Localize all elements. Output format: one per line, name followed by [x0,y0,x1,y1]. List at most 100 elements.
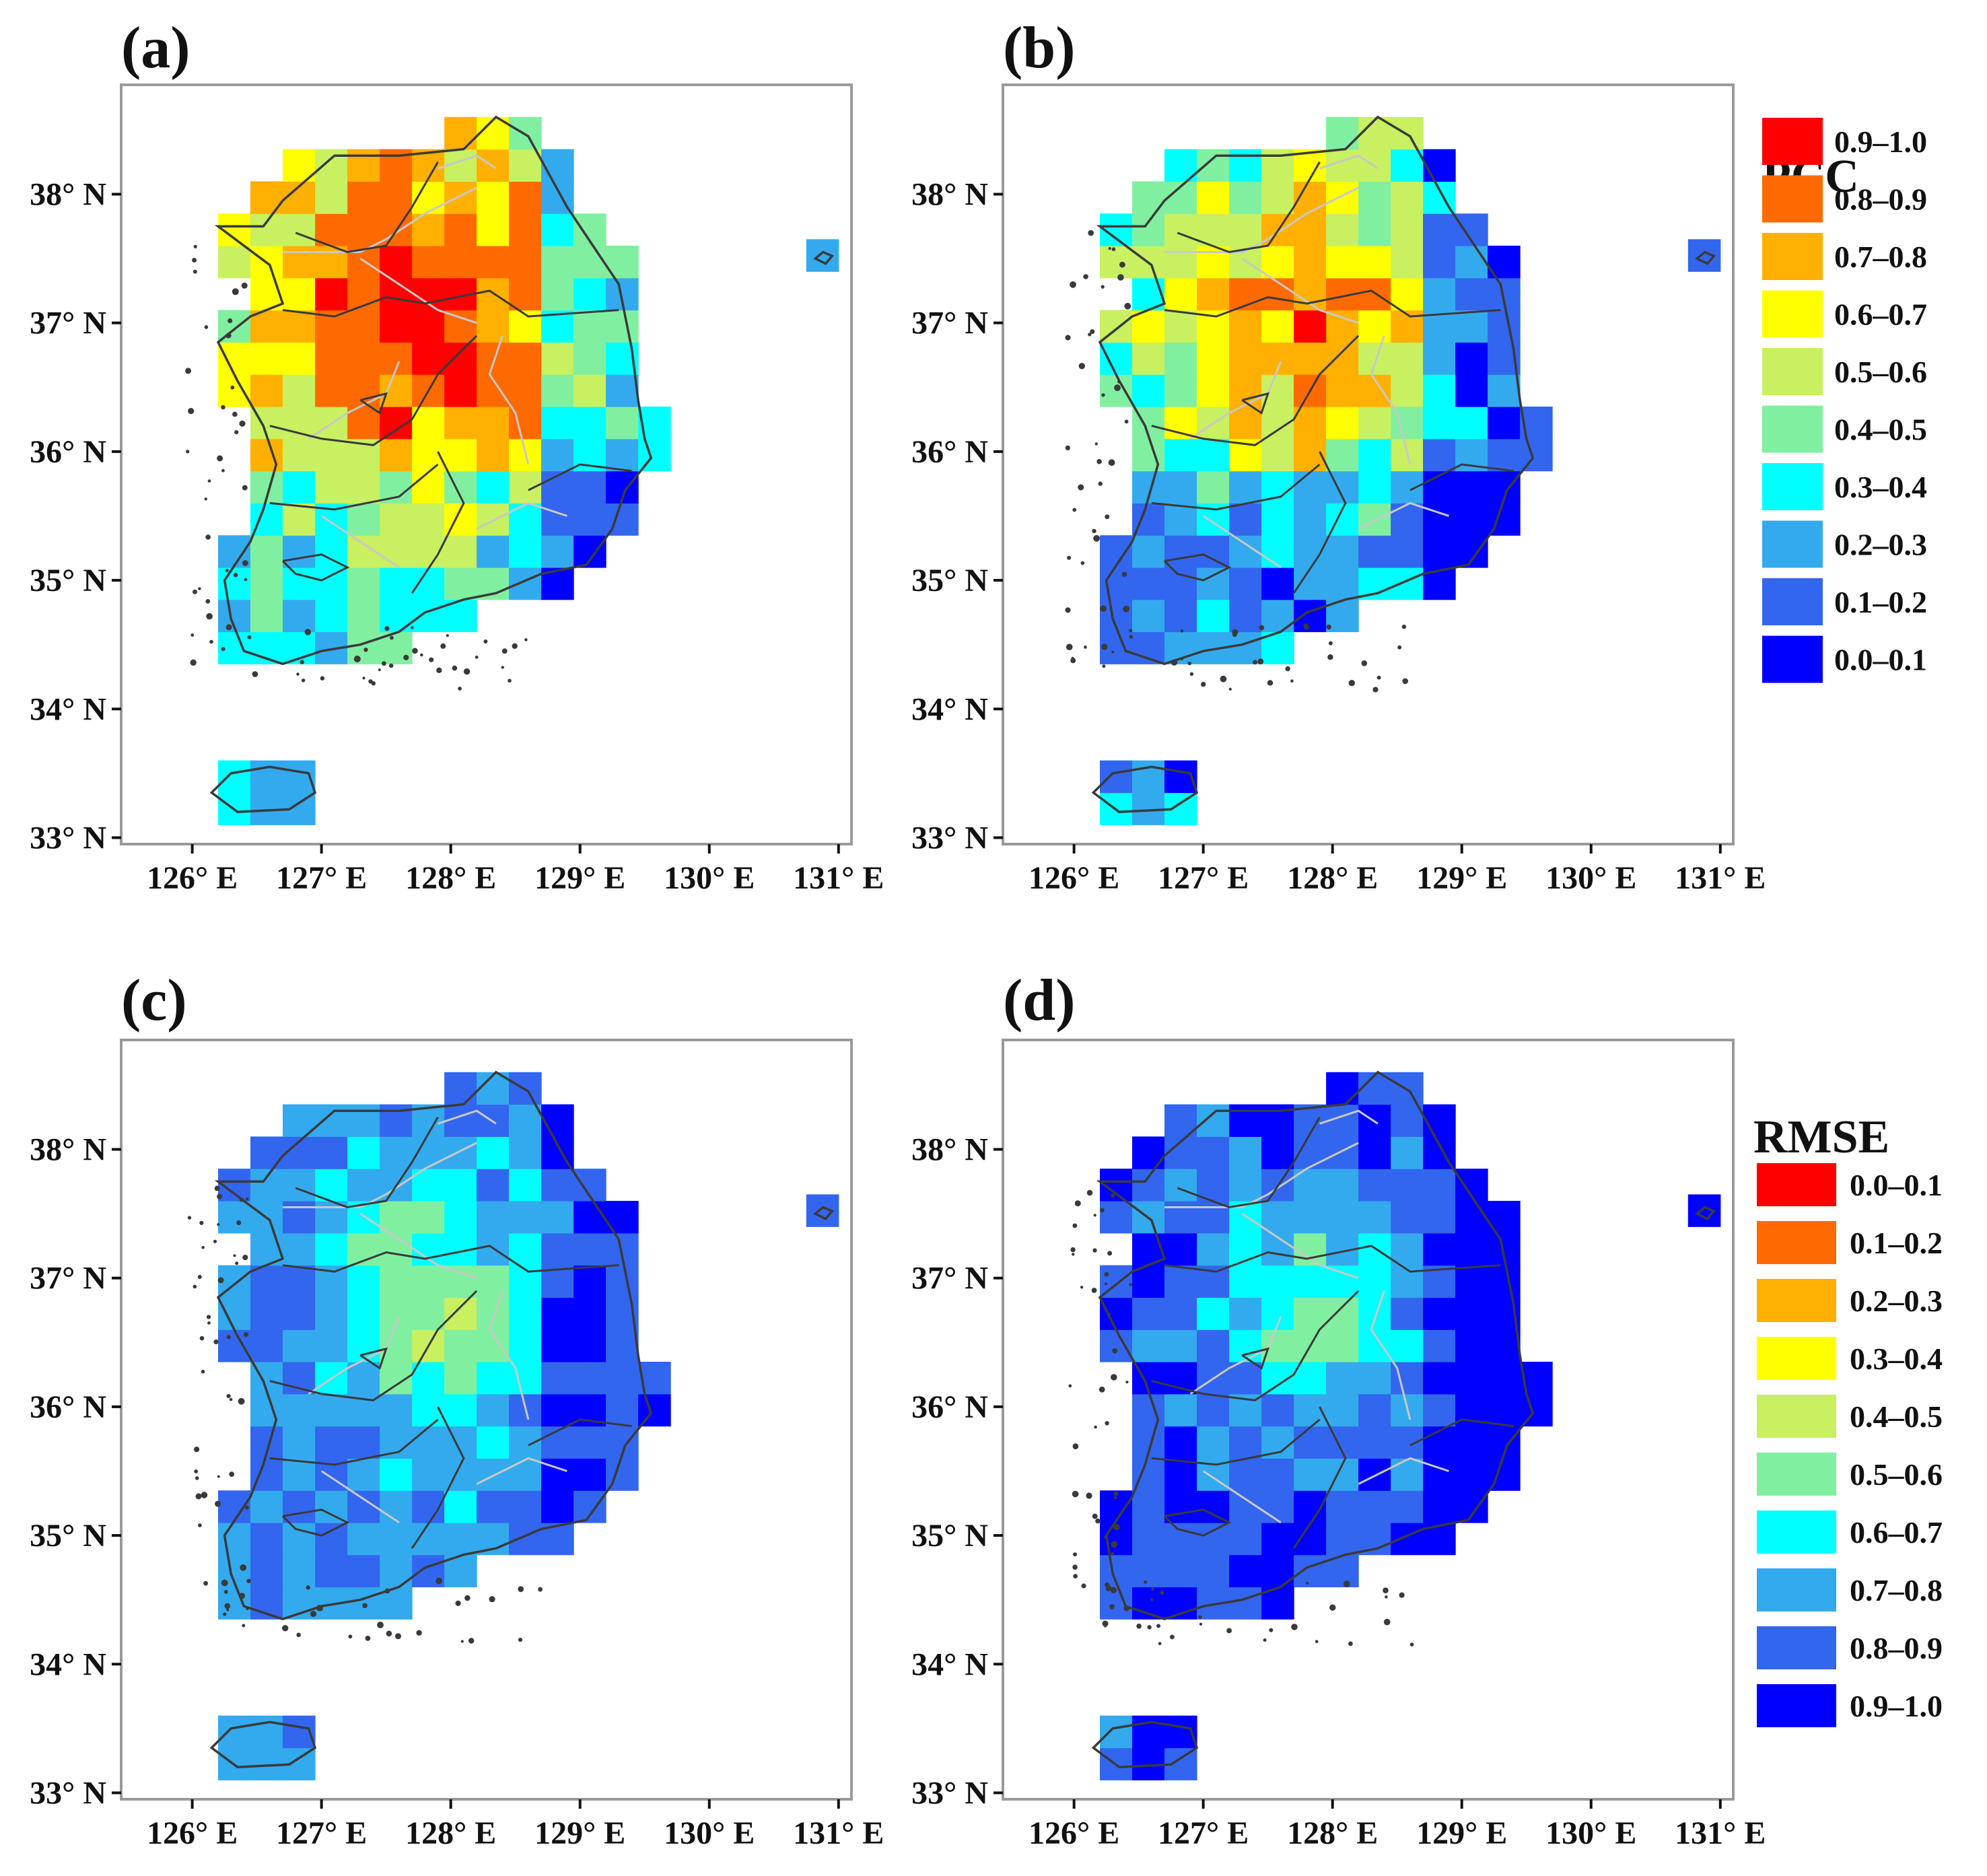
island-dot [193,269,197,274]
province-boundary [359,392,388,415]
grid-cell [412,1201,445,1234]
island-dot [1074,1200,1081,1207]
island-dot [1111,247,1116,252]
grid-cell [1100,567,1133,600]
jeju-coastline [1091,1721,1199,1768]
island-dot [187,1216,192,1220]
grid-cell [283,246,316,279]
grid-cell [1358,1136,1391,1169]
grid-cell [380,1329,413,1362]
grid-cell [315,374,348,407]
grid-cell [1358,471,1391,503]
grid-cell [1358,310,1391,343]
island-dot [241,282,248,289]
grid-cell [1326,535,1359,568]
grid-cell [250,567,283,600]
island-dot [362,676,365,680]
grid-cell [380,1265,413,1298]
grid-cell [1455,1362,1488,1395]
island-dot [310,1610,317,1618]
grid-cell [1164,1490,1197,1523]
grid-cell [444,535,477,568]
grid-cell [1391,1136,1424,1169]
lon-tick-label: 129° E [534,860,625,896]
grid-cell [509,1104,542,1137]
province-boundary [269,463,439,511]
grid-cell [250,213,283,246]
island-dot [245,1505,249,1510]
island-dot [416,1630,422,1636]
grid-cell [250,1297,283,1330]
grid-cell [477,535,510,568]
grid-cell [606,1265,639,1298]
grid-cell [1391,342,1424,375]
island-dot [232,411,238,417]
grid-cell [283,310,316,343]
grid-cell [573,277,606,311]
lon-tick-label: 127° E [276,860,367,896]
grid-cell [412,1232,445,1266]
grid-cell [444,1393,477,1427]
lon-tick-label: 129° E [1416,1815,1507,1851]
island-dot [1226,1628,1232,1634]
grid-cell [573,1265,606,1298]
river-line [1202,1470,1282,1524]
island-dot [1095,1518,1101,1524]
island-dot [464,1595,470,1601]
island-dot [362,1603,368,1609]
grid-cell [412,503,445,536]
grid-cell [250,342,283,375]
grid-cell [541,1104,574,1137]
grid-cell [477,1426,510,1459]
lon-tick-label: 131° E [1675,1815,1766,1851]
island-dot [1105,1282,1108,1286]
grid-cell [1229,1587,1262,1620]
lat-tick-label: 33° N [30,1775,106,1811]
lon-tick-label: 131° E [793,860,884,896]
legend-swatch [1757,1626,1836,1669]
grid-cell [283,1522,316,1556]
island-dot [508,679,512,683]
grid-cell [606,1393,639,1427]
grid-cell [1132,1297,1165,1330]
island-dot [1105,1585,1112,1591]
grid-cell [1294,1201,1327,1234]
river-line [488,1290,530,1420]
island-dot [213,1239,217,1243]
lat-tick-label: 33° N [911,1775,988,1811]
grid-cell [444,1522,477,1556]
mainland-coastline [1096,115,1535,666]
grid-cell [315,149,348,182]
grid-cell [1164,310,1197,343]
island-dot [348,1634,353,1639]
grid-cell [1423,535,1456,568]
grid-cell [1358,1490,1391,1523]
island-dot [395,1633,401,1640]
grid-cell [1229,1297,1262,1330]
island-dot [1109,1604,1115,1609]
grid-cell [1164,213,1197,246]
grid-cell [412,567,445,600]
island-dot [1171,659,1178,666]
grid-cell [1197,374,1230,407]
island-dot [1220,675,1227,683]
island-dot [233,1254,236,1257]
lat-tick-label: 37° N [911,1261,988,1296]
legend-label: 0.6–0.7 [1834,298,1927,332]
grid-cell [541,1232,574,1266]
island-dot [207,1321,211,1325]
grid-cell [412,1522,445,1556]
grid-cell [1229,1554,1262,1588]
grid-cell [283,535,316,568]
river-line [1202,515,1282,569]
grid-cell [250,599,283,633]
grid-cell [412,1458,445,1491]
lat-tick-label: 35° N [30,563,106,598]
river-line [1319,1109,1379,1125]
grid-cell [573,1329,606,1362]
island-dot [1232,629,1239,635]
grid-cell [1455,407,1488,440]
grid-cell [1132,1715,1165,1749]
island-dot [225,333,232,339]
lon-tick-label: 128° E [405,860,496,896]
